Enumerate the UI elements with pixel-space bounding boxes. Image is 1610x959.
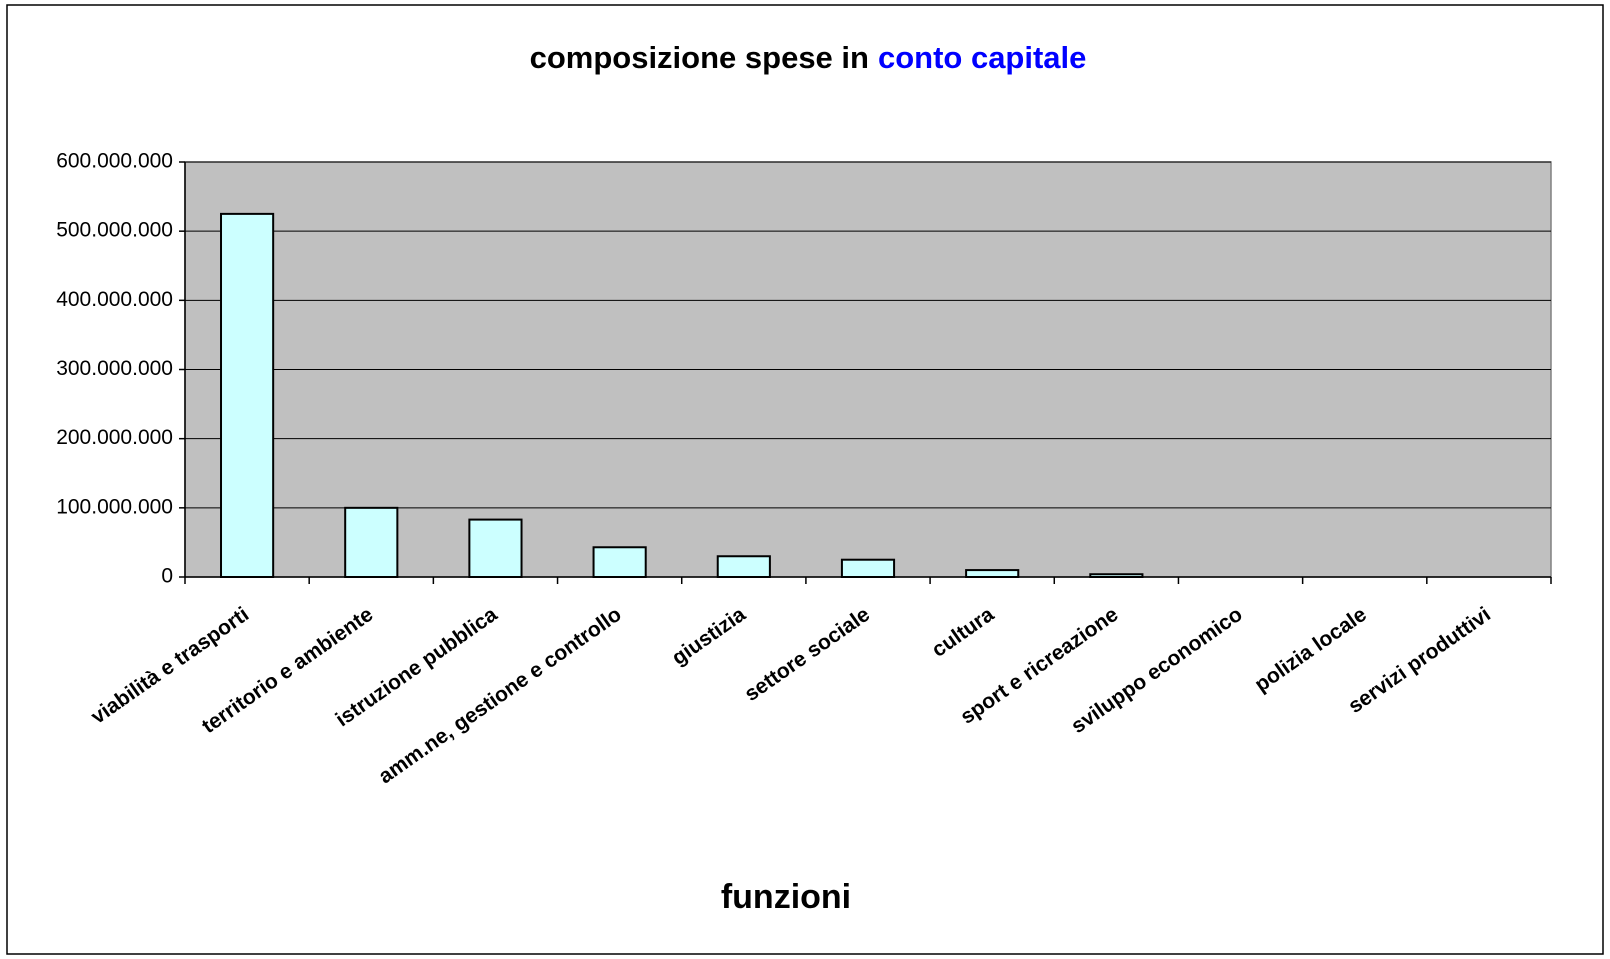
bar [1089, 573, 1144, 579]
y-tick-label: 200.000.000 [56, 426, 173, 449]
bar [344, 506, 399, 579]
title-part: composizione spese in [530, 40, 869, 75]
y-tick-label: 100.000.000 [56, 495, 173, 518]
bar [716, 555, 771, 578]
y-tick-label: 300.000.000 [56, 357, 173, 380]
bar [965, 569, 1020, 578]
y-tick-label: 400.000.000 [56, 288, 173, 311]
title-part: conto capitale [878, 40, 1086, 75]
chart-title: composizione spese in conto capitale [530, 40, 1087, 75]
bar [468, 518, 523, 579]
bar [840, 558, 896, 578]
bar [220, 212, 275, 578]
y-tick-label: 600.000.000 [56, 150, 173, 173]
x-axis-title: funzioni [721, 878, 851, 916]
bar [592, 546, 647, 579]
y-tick-label: 500.000.000 [56, 219, 173, 242]
y-tick-label: 0 [161, 565, 173, 588]
